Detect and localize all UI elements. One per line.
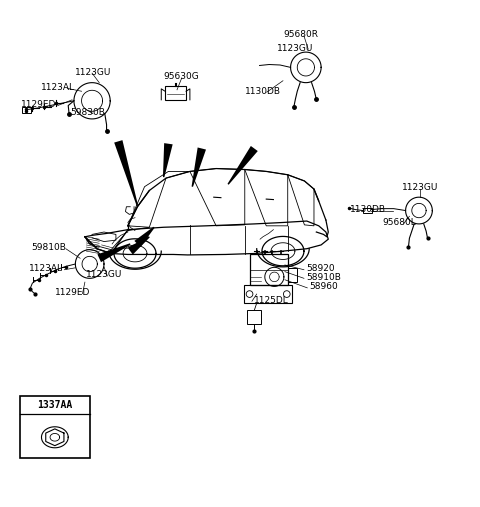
Text: 95630G: 95630G bbox=[164, 73, 199, 82]
Bar bbox=[363, 208, 372, 213]
Bar bbox=[288, 268, 297, 282]
Text: 1337AA: 1337AA bbox=[37, 400, 72, 410]
Polygon shape bbox=[134, 227, 155, 247]
Text: 1123GU: 1123GU bbox=[75, 67, 112, 77]
Text: 1129ED: 1129ED bbox=[55, 288, 90, 297]
Text: 1125DL: 1125DL bbox=[254, 296, 289, 305]
Text: 1123AL: 1123AL bbox=[40, 83, 74, 92]
Text: 58920: 58920 bbox=[306, 264, 335, 273]
Polygon shape bbox=[97, 243, 131, 262]
Polygon shape bbox=[228, 146, 258, 185]
Bar bbox=[165, 87, 186, 100]
Bar bbox=[247, 310, 262, 323]
Text: 1130DB: 1130DB bbox=[350, 205, 386, 214]
Polygon shape bbox=[128, 236, 150, 255]
Text: 95680L: 95680L bbox=[382, 218, 416, 227]
Bar bbox=[250, 255, 288, 285]
Text: 59810B: 59810B bbox=[31, 243, 66, 252]
Polygon shape bbox=[163, 143, 173, 177]
Text: 1129ED: 1129ED bbox=[21, 100, 56, 109]
Text: 58960: 58960 bbox=[309, 282, 338, 292]
Text: 1123GU: 1123GU bbox=[402, 183, 439, 192]
Bar bbox=[244, 285, 291, 303]
Polygon shape bbox=[192, 148, 206, 187]
Text: 58910B: 58910B bbox=[306, 273, 341, 282]
Text: 1123GU: 1123GU bbox=[277, 44, 313, 53]
Text: 95680R: 95680R bbox=[283, 30, 318, 40]
Text: 1123GU: 1123GU bbox=[86, 270, 123, 279]
Polygon shape bbox=[114, 140, 138, 206]
Bar bbox=[23, 107, 31, 113]
Bar bbox=[20, 395, 90, 458]
Text: 1130DB: 1130DB bbox=[245, 87, 281, 96]
Text: 59830B: 59830B bbox=[71, 108, 106, 117]
Text: 1123AL: 1123AL bbox=[29, 264, 63, 273]
